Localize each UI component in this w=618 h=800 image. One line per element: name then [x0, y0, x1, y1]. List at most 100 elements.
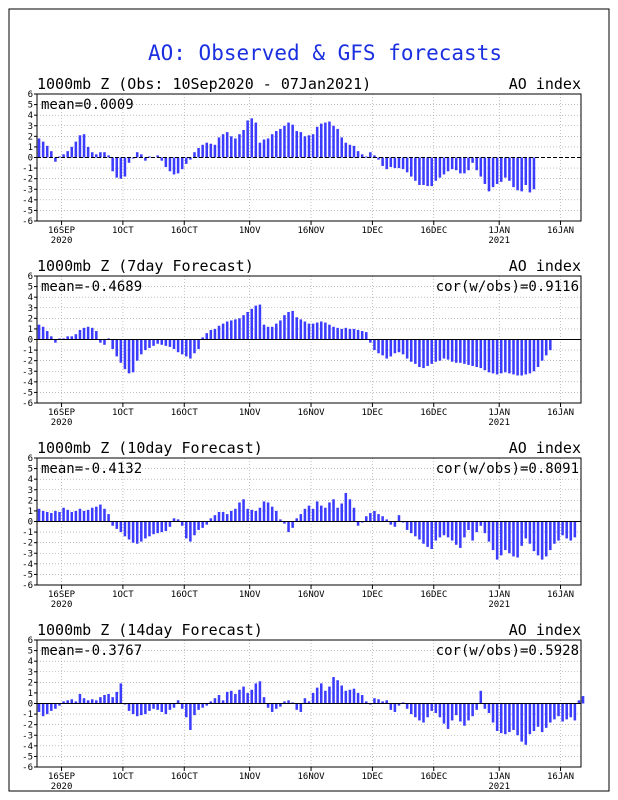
y-tick-label: 5: [28, 647, 33, 657]
bar: [115, 691, 119, 704]
bar: [414, 339, 417, 364]
bar: [311, 323, 315, 340]
bar: [213, 698, 217, 704]
bar: [176, 339, 180, 353]
bar: [299, 319, 303, 340]
bar: [234, 138, 237, 158]
bar: [95, 331, 98, 340]
bar: [41, 510, 45, 522]
bar: [553, 521, 556, 544]
page-title: AO: Observed & GFS forecasts: [148, 41, 502, 65]
bar: [377, 514, 380, 522]
bar: [221, 511, 225, 522]
x-tick-label: 1DEC: [362, 408, 384, 418]
bar: [254, 683, 258, 704]
y-tick-label: 1: [28, 689, 33, 699]
bar: [307, 505, 311, 522]
bar: [324, 507, 327, 522]
bar: [311, 692, 315, 704]
bar: [516, 521, 519, 558]
bar: [115, 339, 119, 357]
bar: [544, 703, 548, 728]
y-tick-label: 3: [28, 668, 33, 678]
mean-label: mean=-0.4132: [41, 461, 142, 477]
bar: [418, 157, 421, 186]
bar: [299, 703, 303, 712]
bar: [70, 146, 74, 158]
bar: [442, 521, 446, 536]
bar: [242, 499, 245, 522]
bar: [291, 310, 294, 340]
bar: [107, 693, 110, 704]
bar: [185, 339, 188, 357]
bar: [356, 521, 360, 526]
bar: [66, 700, 69, 704]
bar: [266, 703, 270, 708]
bar: [123, 157, 127, 177]
bar: [373, 339, 376, 351]
bar: [483, 339, 487, 371]
x-tick-label: 1JAN: [488, 226, 510, 236]
x-tick-label: 1OCT: [112, 226, 134, 236]
bar: [66, 509, 69, 522]
bar: [569, 703, 573, 718]
x-tick-label: 16SEP: [48, 226, 76, 236]
bar: [291, 702, 294, 704]
bar: [454, 521, 458, 545]
bar: [123, 703, 127, 705]
bar: [549, 521, 552, 551]
bar: [230, 690, 233, 704]
bar: [45, 145, 49, 158]
bar: [172, 157, 176, 175]
bar: [168, 521, 172, 527]
bar: [54, 157, 57, 162]
bar: [242, 686, 245, 704]
bar: [573, 703, 577, 721]
y-tick-label: 3: [28, 486, 33, 496]
mean-label: mean=-0.3767: [41, 643, 142, 659]
bar: [279, 703, 282, 707]
bar: [405, 703, 409, 709]
bar: [164, 157, 168, 168]
x-tick-sublabel: 2020: [51, 600, 73, 610]
y-tick-label: 0: [28, 700, 33, 710]
bar: [377, 339, 380, 354]
bar: [164, 339, 168, 346]
bar: [291, 521, 294, 528]
y-tick-label: 4: [28, 475, 33, 485]
bar: [328, 502, 331, 522]
bar: [446, 521, 450, 538]
y-tick-label: 0: [28, 154, 33, 164]
bar: [283, 125, 286, 158]
bar: [430, 521, 433, 550]
bar: [393, 703, 397, 712]
bar: [270, 703, 274, 712]
bar: [340, 328, 343, 340]
bar: [144, 157, 147, 161]
bar: [189, 703, 192, 730]
bar: [471, 703, 474, 717]
bar: [234, 508, 237, 522]
bar: [528, 339, 532, 374]
x-tick-label: 16DEC: [420, 772, 447, 782]
bar: [340, 685, 343, 704]
bar: [438, 157, 442, 178]
bar: [209, 701, 213, 704]
bar: [409, 703, 413, 715]
bar: [37, 324, 41, 340]
bar: [70, 336, 74, 340]
bar: [528, 703, 532, 735]
bar: [189, 339, 192, 359]
bar: [213, 144, 217, 158]
bar: [463, 157, 466, 174]
bar: [176, 157, 180, 174]
bar: [381, 701, 384, 704]
bar: [246, 692, 249, 704]
bar: [99, 504, 102, 522]
bar: [287, 521, 290, 533]
bar: [430, 157, 433, 187]
bar: [86, 509, 90, 522]
bar: [495, 521, 499, 560]
bar: [37, 703, 41, 712]
bar: [315, 501, 319, 522]
